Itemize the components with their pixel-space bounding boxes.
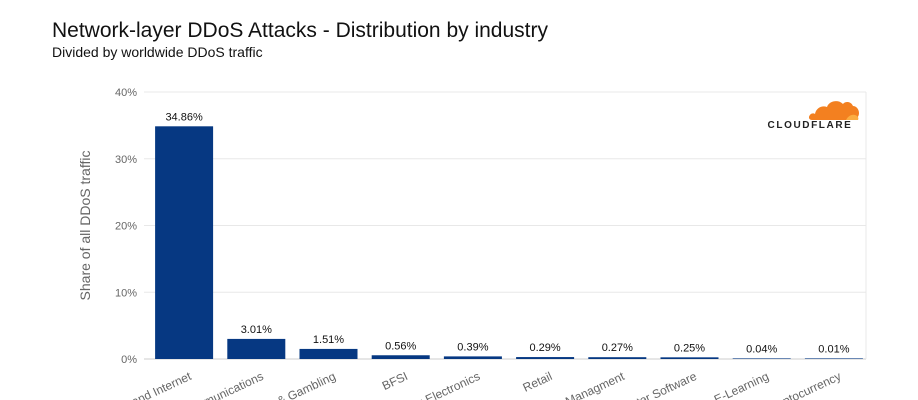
x-tick-label: ptocurrency (780, 369, 843, 400)
bar-value-label: 0.04% (746, 343, 777, 355)
chart-title: Network-layer DDoS Attacks - Distributio… (52, 19, 548, 42)
bar-value-label: 0.27% (602, 342, 633, 354)
bar (588, 357, 647, 359)
x-tick-label: and Internet (129, 369, 194, 400)
bar-value-label: 0.29% (529, 342, 560, 354)
x-tick-label: munications (202, 369, 266, 400)
y-tick-label: 30% (115, 154, 137, 166)
bar-value-label: 3.01% (241, 324, 272, 336)
bar-value-label: 0.01% (818, 343, 849, 355)
bar-value-label: 1.51% (313, 334, 344, 346)
bar (516, 357, 575, 359)
bar (371, 355, 430, 359)
logo-text: CLOUDFLARE (767, 120, 853, 131)
x-tick-label: Retail (521, 369, 555, 395)
bar (660, 357, 719, 359)
bar-value-label: 0.25% (674, 342, 705, 354)
bar (443, 356, 502, 359)
bar-value-label: 34.86% (165, 111, 203, 123)
bar (732, 358, 791, 359)
bar (155, 126, 214, 359)
x-tick-label: BFSI (380, 369, 410, 393)
bar (299, 348, 358, 359)
cloudflare-logo: CLOUDFLARE (760, 98, 860, 134)
x-tick-label: Managment (563, 369, 627, 400)
bar-value-label: 0.39% (457, 341, 488, 353)
y-tick-label: 20% (115, 221, 137, 233)
cloud-icon (808, 101, 859, 120)
bar-value-label: 0.56% (385, 340, 416, 352)
x-tick-label: r Electronics (416, 369, 482, 400)
y-axis-label: Share of all DDoS traffic (77, 151, 93, 301)
bar (227, 338, 286, 359)
x-tick-label: & Gambling (275, 369, 338, 400)
y-tick-label: 40% (115, 87, 137, 99)
chart-subtitle: Divided by worldwide DDoS traffic (52, 44, 263, 60)
x-tick-label: ter Software (634, 369, 699, 400)
y-tick-label: 10% (115, 287, 137, 299)
bar (804, 358, 863, 359)
x-tick-label: E-Learning (712, 369, 771, 400)
y-tick-label: 0% (121, 354, 137, 366)
